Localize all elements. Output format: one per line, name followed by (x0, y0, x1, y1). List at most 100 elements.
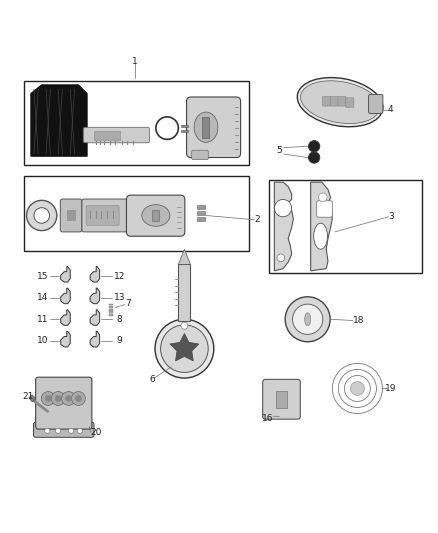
Circle shape (277, 254, 285, 262)
Bar (67, 211, 74, 220)
Ellipse shape (304, 313, 311, 326)
Circle shape (308, 152, 320, 163)
Text: 18: 18 (353, 316, 364, 325)
Text: 14: 14 (37, 293, 48, 302)
Circle shape (45, 428, 50, 433)
Circle shape (181, 322, 188, 329)
Circle shape (274, 199, 292, 217)
Text: 5: 5 (277, 146, 283, 155)
Circle shape (308, 141, 320, 152)
Polygon shape (170, 334, 199, 361)
Text: 15: 15 (37, 271, 48, 280)
Bar (198, 217, 205, 221)
FancyBboxPatch shape (369, 94, 383, 114)
Circle shape (285, 297, 330, 342)
Text: 6: 6 (149, 375, 155, 384)
Circle shape (41, 392, 55, 406)
Bar (181, 125, 188, 127)
Circle shape (155, 319, 214, 378)
Bar (109, 309, 113, 311)
Circle shape (293, 304, 323, 334)
Bar (94, 131, 120, 140)
Polygon shape (178, 249, 191, 264)
Ellipse shape (194, 112, 218, 142)
Bar (198, 211, 205, 215)
FancyBboxPatch shape (127, 195, 185, 236)
Circle shape (62, 392, 75, 406)
Text: 1: 1 (132, 56, 138, 66)
FancyBboxPatch shape (338, 96, 346, 106)
Bar (109, 304, 113, 305)
Bar (269, 180, 422, 273)
Bar (181, 130, 188, 132)
Text: 20: 20 (90, 429, 102, 438)
FancyBboxPatch shape (317, 201, 332, 217)
FancyBboxPatch shape (35, 377, 92, 429)
Text: 7: 7 (125, 299, 131, 308)
FancyBboxPatch shape (330, 96, 338, 106)
Polygon shape (90, 288, 100, 304)
Text: 8: 8 (117, 315, 122, 324)
Circle shape (51, 392, 65, 406)
Circle shape (75, 395, 81, 401)
Circle shape (161, 325, 208, 373)
Text: 21: 21 (22, 392, 34, 401)
Circle shape (350, 382, 364, 395)
Bar (152, 210, 159, 221)
Text: 13: 13 (114, 293, 125, 302)
Bar (25, 80, 249, 165)
FancyBboxPatch shape (83, 127, 149, 143)
Polygon shape (274, 182, 293, 271)
FancyBboxPatch shape (187, 97, 240, 158)
FancyBboxPatch shape (33, 422, 94, 437)
Circle shape (71, 392, 85, 406)
Bar (202, 117, 209, 138)
Polygon shape (61, 266, 70, 282)
FancyBboxPatch shape (322, 96, 331, 106)
Polygon shape (311, 182, 332, 271)
Text: 16: 16 (261, 414, 273, 423)
Circle shape (55, 395, 61, 401)
Circle shape (45, 395, 51, 401)
Text: 19: 19 (385, 384, 396, 393)
FancyBboxPatch shape (86, 206, 119, 225)
Circle shape (34, 208, 49, 223)
Ellipse shape (297, 78, 383, 127)
Circle shape (77, 428, 82, 433)
Bar (109, 314, 113, 316)
Circle shape (318, 193, 327, 201)
FancyBboxPatch shape (60, 199, 82, 232)
Polygon shape (29, 395, 35, 402)
Ellipse shape (142, 205, 170, 227)
Text: 4: 4 (388, 106, 393, 115)
Polygon shape (61, 288, 70, 304)
Text: 3: 3 (388, 212, 394, 221)
Circle shape (56, 428, 61, 433)
Text: 11: 11 (37, 315, 48, 324)
Bar (276, 391, 287, 408)
Text: 2: 2 (254, 215, 260, 224)
Bar (25, 176, 249, 252)
FancyBboxPatch shape (263, 379, 300, 419)
FancyBboxPatch shape (178, 264, 191, 320)
Polygon shape (90, 266, 100, 282)
FancyBboxPatch shape (346, 98, 354, 107)
Bar (109, 306, 113, 308)
Polygon shape (61, 310, 70, 325)
FancyBboxPatch shape (192, 150, 208, 160)
Circle shape (68, 428, 74, 433)
Text: 9: 9 (117, 336, 122, 345)
Text: 12: 12 (114, 271, 125, 280)
Polygon shape (31, 85, 87, 156)
Circle shape (27, 200, 57, 231)
Polygon shape (61, 332, 70, 347)
Circle shape (66, 395, 71, 401)
Polygon shape (90, 332, 100, 347)
Bar (109, 311, 113, 313)
Ellipse shape (300, 81, 380, 124)
Polygon shape (90, 310, 100, 325)
Ellipse shape (314, 223, 328, 249)
FancyBboxPatch shape (82, 199, 127, 232)
Bar (198, 205, 205, 208)
Circle shape (156, 117, 178, 139)
